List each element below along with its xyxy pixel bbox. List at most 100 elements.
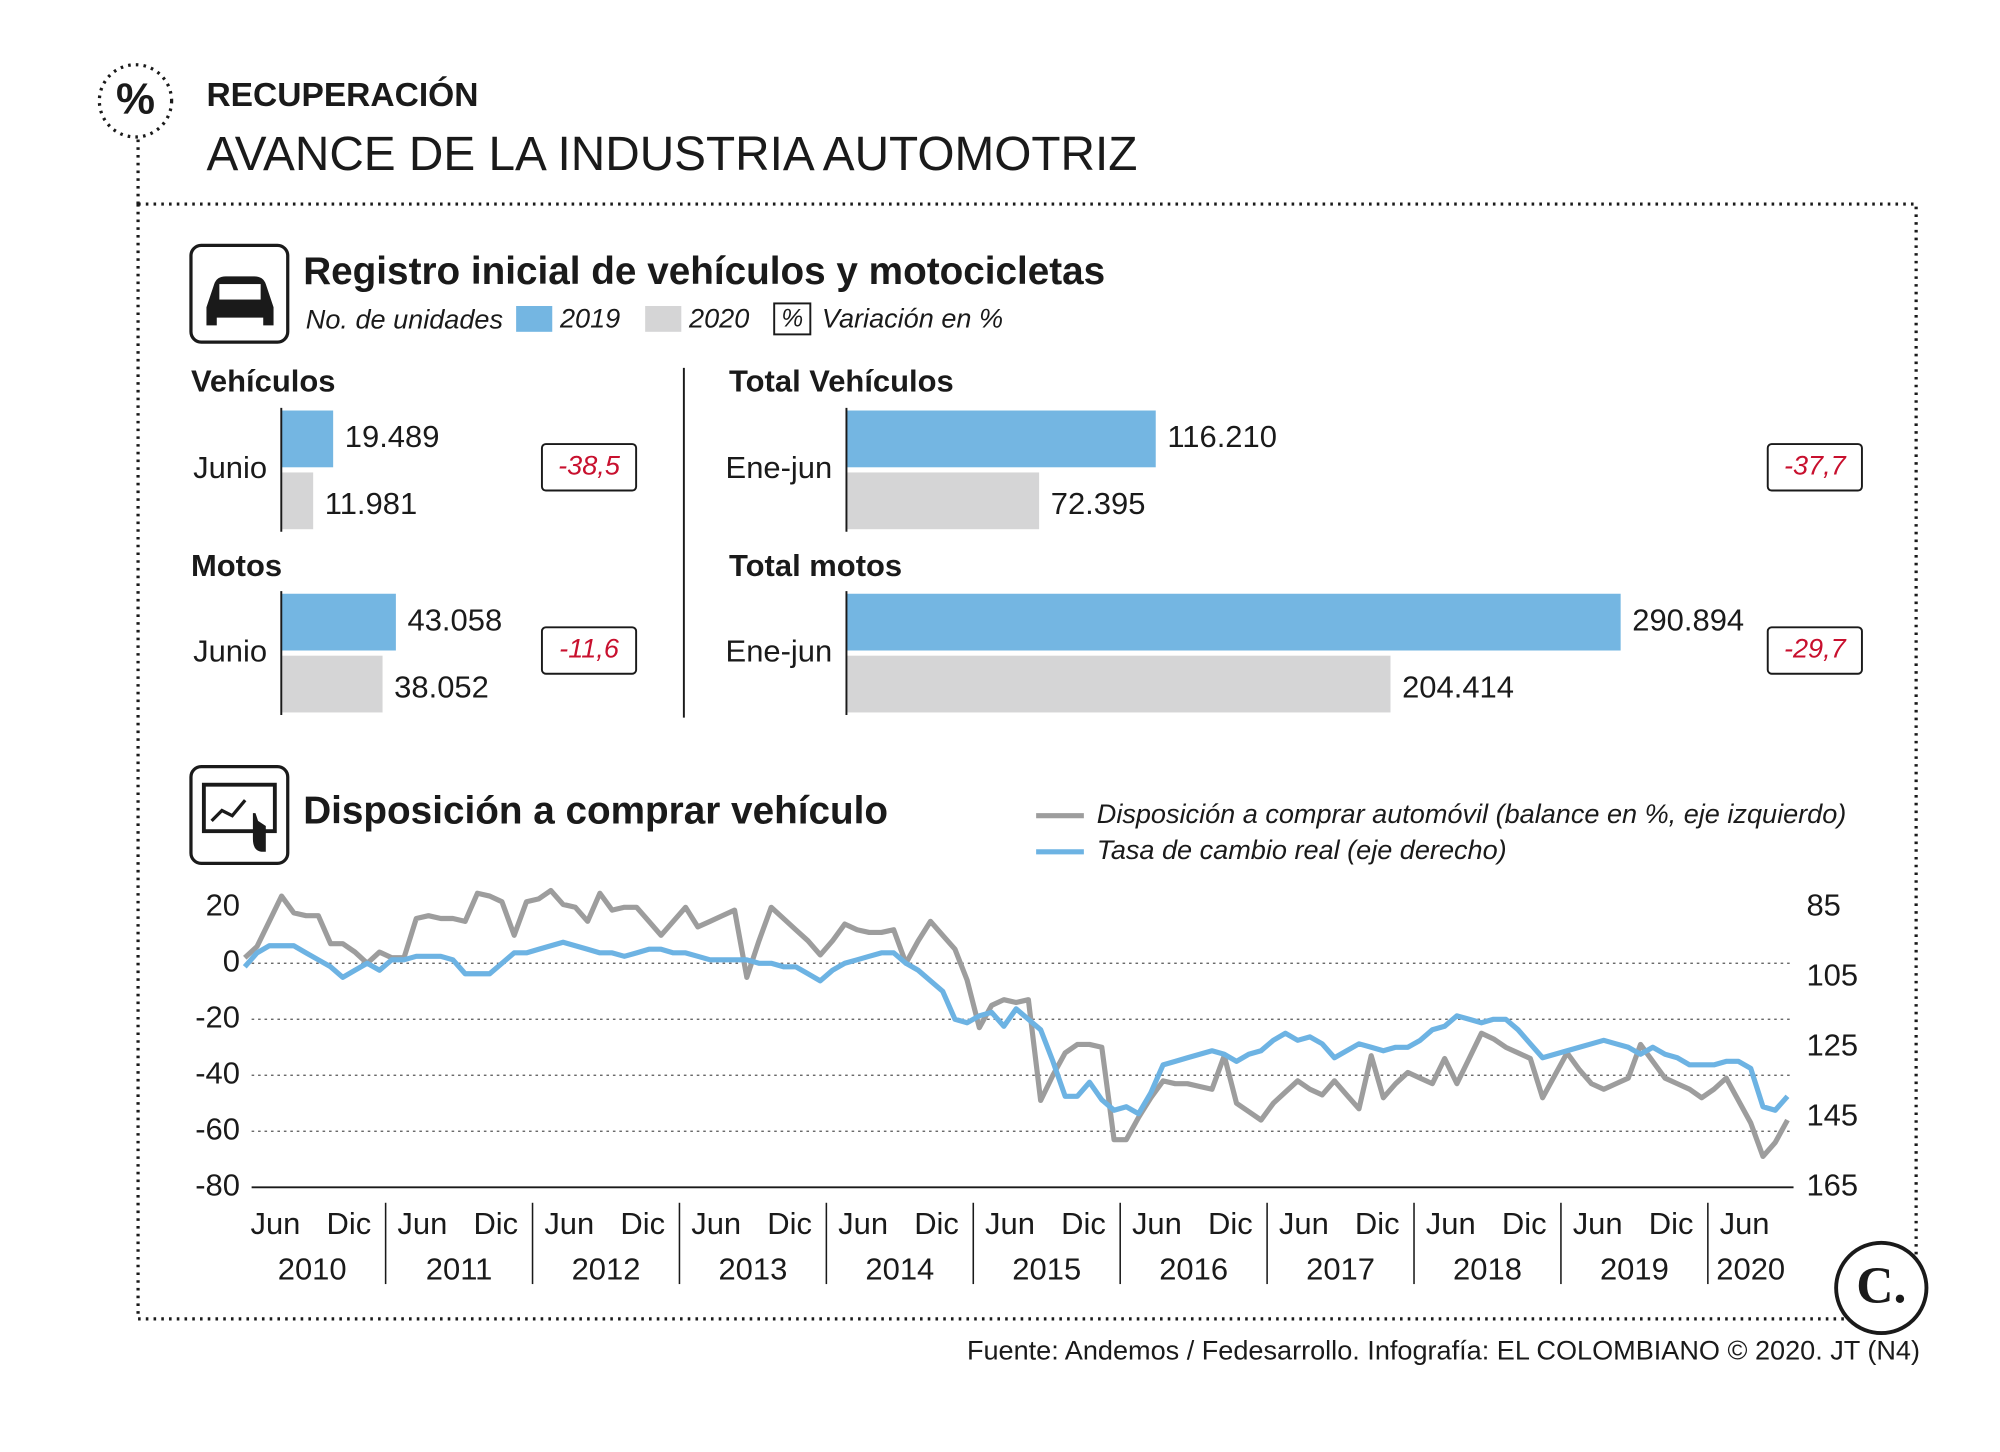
x-tick-label: Jun: [838, 1206, 888, 1241]
y-tick-label: -20: [195, 999, 240, 1034]
x-tick-label: Dic: [1061, 1206, 1106, 1241]
x-tick-label: Dic: [1208, 1206, 1253, 1241]
line-series: [242, 939, 1790, 1117]
panel-title: Vehículos: [191, 364, 336, 399]
bar: [281, 593, 396, 651]
year-label: 2017: [1306, 1251, 1375, 1286]
panel-title: Total motos: [729, 548, 902, 583]
bar: [846, 655, 1391, 713]
car-window: [219, 284, 261, 300]
year-label: 2020: [1716, 1251, 1785, 1286]
x-tick-label: Dic: [767, 1206, 812, 1241]
y2-tick-label: 145: [1806, 1097, 1858, 1132]
x-tick-label: Jun: [985, 1206, 1035, 1241]
frame: [136, 202, 1918, 1321]
bar: [846, 593, 1621, 651]
year-label: 2010: [278, 1251, 347, 1286]
category-label: Ene-jun: [726, 450, 833, 485]
x-tick-label: Jun: [544, 1206, 594, 1241]
logo: C.: [1856, 1257, 1906, 1314]
main-title: AVANCE DE LA INDUSTRIA AUTOMOTRIZ: [206, 128, 1137, 181]
variation-label: -37,7: [1784, 449, 1847, 480]
year-label: 2018: [1453, 1251, 1522, 1286]
x-tick-label: Jun: [691, 1206, 741, 1241]
value-label: 38.052: [394, 669, 489, 704]
legend-label: Disposición a comprar automóvil (balance…: [1097, 798, 1847, 829]
legend-variation-box: [773, 302, 812, 336]
category-label: Ene-jun: [726, 633, 833, 668]
variation-label: -11,6: [559, 633, 620, 664]
year-label: 2012: [572, 1251, 641, 1286]
legend-swatch: [645, 306, 682, 332]
x-tick-label: Dic: [1355, 1206, 1400, 1241]
x-tick-label: Dic: [620, 1206, 665, 1241]
kicker: RECUPERACIÓN: [206, 76, 478, 114]
year-label: 2014: [865, 1251, 934, 1286]
variation-label: -38,5: [558, 449, 621, 480]
y2-tick-label: 165: [1806, 1167, 1858, 1202]
variation-box: [1766, 626, 1863, 675]
x-tick-label: Dic: [1502, 1206, 1547, 1241]
variation-label: -29,7: [1784, 633, 1847, 664]
x-tick-label: Jun: [1132, 1206, 1182, 1241]
x-tick-label: Dic: [914, 1206, 959, 1241]
year-label: 2011: [426, 1251, 493, 1286]
source: Fuente: Andemos / Fedesarrollo. Infograf…: [967, 1335, 1920, 1366]
category-label: Junio: [193, 633, 267, 668]
panel-title: Motos: [191, 548, 282, 583]
chart-icon-line: [210, 799, 247, 822]
bar-title: Registro inicial de vehículos y motocicl…: [303, 250, 1105, 293]
bar: [846, 410, 1156, 468]
y-tick-label: -80: [195, 1167, 240, 1202]
x-tick-label: Dic: [1649, 1206, 1694, 1241]
category-label: Junio: [193, 450, 267, 485]
value-label: 19.489: [345, 419, 440, 454]
bar: [281, 472, 314, 530]
legend-swatch: [516, 306, 553, 332]
value-label: 72.395: [1051, 486, 1146, 521]
value-label: 116.210: [1167, 419, 1277, 454]
y2-tick-label: 105: [1806, 957, 1858, 992]
bar: [281, 655, 383, 713]
x-tick-label: Jun: [1426, 1206, 1476, 1241]
y-tick-label: -60: [195, 1111, 240, 1146]
logo-circle: [1834, 1240, 1929, 1336]
x-tick-label: Jun: [1279, 1206, 1329, 1241]
line-title: Disposición a comprar vehículo: [303, 789, 888, 832]
year-label: 2013: [718, 1251, 787, 1286]
legend-label: 2020: [688, 302, 749, 333]
value-label: 43.058: [407, 602, 502, 637]
value-label: 204.414: [1402, 669, 1514, 704]
legend-label: Variación en %: [822, 302, 1003, 333]
y-tick-label: 20: [206, 887, 240, 922]
legend-label: 2019: [559, 302, 620, 333]
panel-title: Total Vehículos: [729, 364, 954, 399]
bar: [281, 410, 334, 468]
bar: [846, 472, 1040, 530]
variation-box: [540, 443, 638, 492]
percent-icon: %: [116, 75, 155, 124]
y-tick-label: 0: [223, 943, 240, 978]
year-label: 2019: [1600, 1251, 1669, 1286]
x-tick-label: Jun: [1573, 1206, 1623, 1241]
x-tick-label: Dic: [473, 1206, 518, 1241]
header-icon: [97, 63, 174, 139]
x-tick-label: Dic: [327, 1206, 372, 1241]
variation-box: [1766, 443, 1863, 492]
hand-icon: [245, 813, 266, 852]
legend-subtitle: No. de unidades: [306, 304, 503, 335]
value-label: 11.981: [325, 486, 417, 521]
legend-variation-symbol: %: [781, 306, 803, 333]
x-tick-label: Jun: [1720, 1206, 1770, 1241]
y2-tick-label: 125: [1806, 1027, 1858, 1062]
year-label: 2015: [1012, 1251, 1081, 1286]
year-label: 2016: [1159, 1251, 1228, 1286]
chart-icon: [201, 782, 277, 834]
y2-tick-label: 85: [1806, 887, 1840, 922]
x-tick-label: Jun: [250, 1206, 300, 1241]
x-tick-label: Jun: [397, 1206, 447, 1241]
variation-box: [540, 626, 638, 675]
value-label: 290.894: [1632, 602, 1744, 637]
y-tick-label: -40: [195, 1055, 240, 1090]
